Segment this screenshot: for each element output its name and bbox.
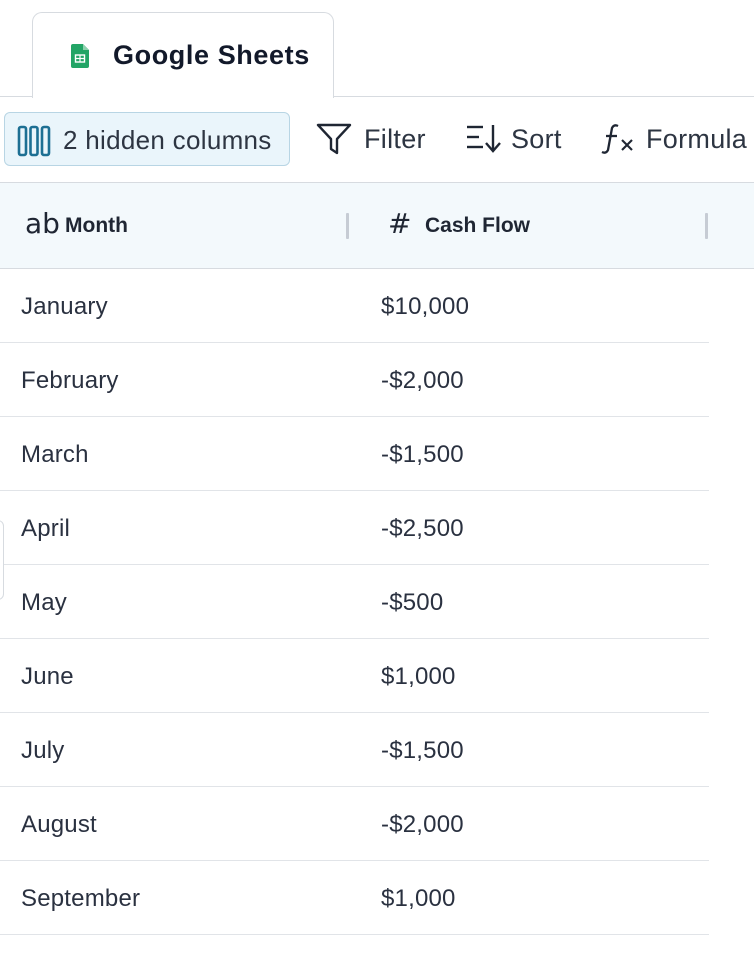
cell-cash-flow: -$2,500 bbox=[381, 515, 464, 542]
column-resize-handle[interactable] bbox=[705, 213, 708, 239]
sort-icon bbox=[467, 125, 501, 153]
sort-label: Sort bbox=[511, 124, 562, 154]
table-row[interactable]: February -$2,000 bbox=[0, 343, 709, 417]
table-row[interactable]: July -$1,500 bbox=[0, 713, 709, 787]
hidden-columns-label: 2 hidden columns bbox=[63, 125, 272, 155]
toolbar: 2 hidden columns Filter Sort bbox=[0, 98, 754, 182]
cell-month: June bbox=[21, 663, 74, 690]
formula-icon bbox=[601, 124, 633, 154]
cell-month: April bbox=[21, 515, 71, 542]
column-header-label: Month bbox=[65, 214, 128, 237]
cell-cash-flow: $10,000 bbox=[381, 293, 470, 320]
column-resize-handle[interactable] bbox=[346, 213, 349, 239]
column-header-month[interactable]: ab Month bbox=[0, 183, 348, 269]
text-type-icon: ab bbox=[25, 207, 60, 240]
tab-google-sheets[interactable]: Google Sheets bbox=[32, 12, 334, 98]
cell-cash-flow: -$500 bbox=[381, 589, 444, 616]
cell-month: January bbox=[21, 293, 108, 320]
cell-cash-flow: -$1,500 bbox=[381, 441, 464, 468]
cell-month: May bbox=[21, 589, 67, 616]
column-header-label: Cash Flow bbox=[425, 214, 531, 237]
filter-button[interactable]: Filter bbox=[316, 112, 436, 166]
table-row[interactable]: June $1,000 bbox=[0, 639, 709, 713]
table-row[interactable]: September $1,000 bbox=[0, 861, 709, 935]
table-row[interactable]: March -$1,500 bbox=[0, 417, 709, 491]
cell-month: February bbox=[21, 367, 119, 394]
columns-icon bbox=[17, 125, 51, 157]
formula-button[interactable]: Formula bbox=[600, 112, 754, 166]
cell-cash-flow: $1,000 bbox=[381, 663, 456, 690]
cell-cash-flow: -$1,500 bbox=[381, 737, 464, 764]
side-panel-handle[interactable] bbox=[0, 520, 4, 600]
table-row[interactable]: January $10,000 bbox=[0, 269, 709, 343]
table-row[interactable]: April -$2,500 bbox=[0, 491, 709, 565]
table-row[interactable]: May -$500 bbox=[0, 565, 709, 639]
table-header: ab Month # Cash Flow bbox=[0, 182, 754, 269]
cell-cash-flow: -$2,000 bbox=[381, 367, 464, 394]
cell-cash-flow: -$2,000 bbox=[381, 811, 464, 838]
column-header-cash-flow[interactable]: # Cash Flow bbox=[348, 183, 708, 269]
filter-label: Filter bbox=[364, 124, 426, 154]
table-body: January $10,000 February -$2,000 March -… bbox=[0, 269, 754, 935]
table-row[interactable]: August -$2,000 bbox=[0, 787, 709, 861]
cell-month: August bbox=[21, 811, 97, 838]
tab-label: Google Sheets bbox=[113, 40, 310, 70]
google-sheets-icon bbox=[71, 44, 89, 68]
cell-month: July bbox=[21, 737, 65, 764]
cell-month: September bbox=[21, 885, 141, 912]
filter-icon bbox=[316, 123, 352, 155]
cell-month: March bbox=[21, 441, 89, 468]
cell-cash-flow: $1,000 bbox=[381, 885, 456, 912]
hidden-columns-button[interactable]: 2 hidden columns bbox=[4, 112, 290, 166]
formula-label: Formula bbox=[646, 124, 748, 154]
number-type-icon: # bbox=[388, 207, 412, 240]
sort-button[interactable]: Sort bbox=[465, 112, 575, 166]
tab-strip: Google Sheets bbox=[0, 0, 754, 98]
